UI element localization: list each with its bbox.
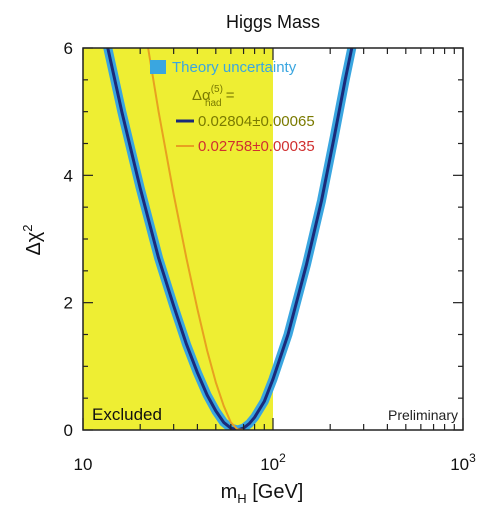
x-axis-label-sub: H bbox=[237, 491, 246, 506]
legend-alpha-main: Δα bbox=[192, 87, 211, 104]
legend-alpha-label: Δα(5) had = bbox=[192, 84, 235, 109]
excluded-label: Excluded bbox=[92, 405, 162, 424]
y-tick-label: 0 bbox=[64, 421, 73, 440]
x-tick-label-exp: 3 bbox=[469, 451, 476, 465]
x-tick-label-base: 10 bbox=[74, 455, 93, 474]
y-axis-label-sup: 2 bbox=[20, 224, 35, 231]
legend-alpha-suffix: = bbox=[222, 87, 235, 104]
y-axis-label-main: Δχ bbox=[23, 231, 45, 255]
legend-alpha-sub: had bbox=[205, 98, 222, 109]
x-tick-label-exp: 2 bbox=[279, 451, 286, 465]
y-axis-label: Δχ2 bbox=[20, 224, 45, 255]
x-axis-label-main: m bbox=[221, 481, 238, 503]
y-tick-label: 6 bbox=[64, 39, 73, 58]
x-tick-label: 103 bbox=[450, 451, 476, 474]
y-tick-label: 2 bbox=[64, 294, 73, 313]
alternative-curve bbox=[147, 48, 244, 430]
legend-theory-swatch bbox=[150, 60, 166, 74]
legend-theory-label: Theory uncertainty bbox=[172, 59, 297, 76]
x-axis-label-unit: [GeV] bbox=[247, 481, 304, 503]
x-tick-label: 102 bbox=[260, 451, 286, 474]
legend-entry-1-label: 0.02804±0.00065 bbox=[198, 113, 315, 130]
legend: Theory uncertainty Δα(5) had = 0.02804±0.… bbox=[150, 59, 315, 155]
x-axis-label: mH [GeV] bbox=[221, 481, 304, 506]
chart-title: Higgs Mass bbox=[226, 12, 320, 32]
x-tick-label-base: 10 bbox=[260, 455, 279, 474]
excluded-region bbox=[83, 48, 273, 430]
x-tick-label-base: 10 bbox=[450, 455, 469, 474]
x-tick-label: 10 bbox=[74, 455, 93, 474]
fit-curve bbox=[106, 48, 354, 430]
preliminary-label: Preliminary bbox=[388, 407, 458, 423]
legend-alpha-sup: (5) bbox=[211, 84, 223, 95]
y-tick-label: 4 bbox=[64, 166, 73, 185]
legend-entry-2-label: 0.02758±0.00035 bbox=[198, 138, 315, 155]
